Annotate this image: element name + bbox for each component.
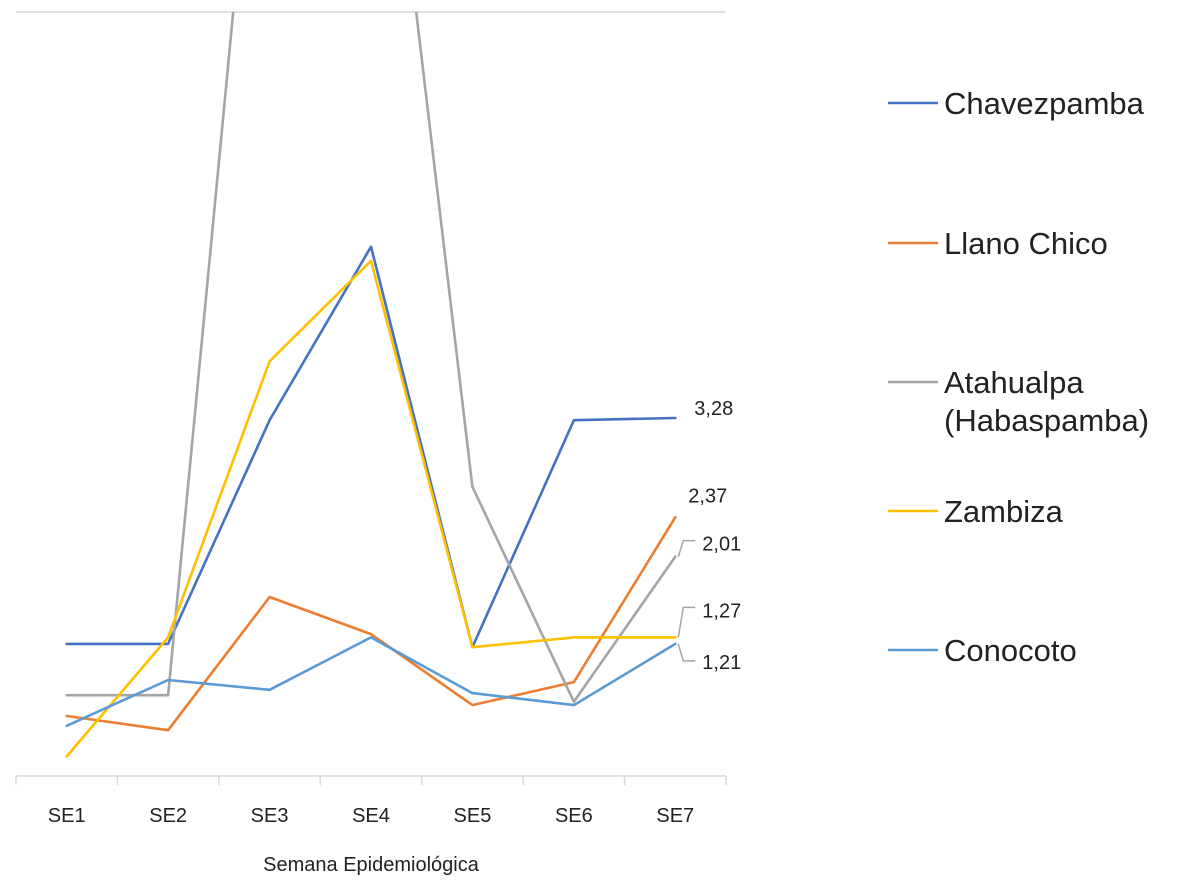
- legend: Chavezpamba Llano Chico Atahualpa (Habaspam…: [888, 86, 1149, 668]
- data-label-chavezpamba: 3,28: [694, 398, 733, 420]
- legend-label-llano-chico: Llano Chico: [944, 226, 1108, 261]
- data-labels: 3,28 2,37 2,01 1,27 1,21: [688, 398, 741, 674]
- series-lines: [65, 12, 677, 758]
- data-label-llano-chico: 2,37: [688, 485, 727, 507]
- x-tick-label-se1: SE1: [48, 805, 86, 827]
- series-line-llano-chico: [65, 515, 677, 732]
- x-tick-label-se5: SE5: [454, 805, 492, 827]
- legend-label-chavezpamba: Chavezpamba: [944, 86, 1145, 121]
- legend-label-zambiza: Zambiza: [944, 494, 1064, 529]
- data-label-leader: [677, 643, 696, 662]
- series-line-zambiza: [65, 259, 677, 758]
- x-tick-label-se2: SE2: [149, 805, 187, 827]
- data-label-leader: [677, 606, 696, 638]
- x-tick-label-se3: SE3: [251, 805, 289, 827]
- legend-item-conocoto: Conocoto: [888, 633, 1077, 668]
- legend-item-llano-chico: Llano Chico: [888, 226, 1108, 261]
- legend-item-atahualpa-habaspamba: Atahualpa (Habaspamba): [888, 365, 1149, 438]
- x-tick-label-se4: SE4: [352, 805, 390, 827]
- series-line-chavezpamba: [65, 245, 677, 649]
- data-label-leader: [677, 539, 696, 557]
- legend-label-conocoto: Conocoto: [944, 633, 1077, 668]
- data-label-zambiza: 1,27: [702, 600, 741, 622]
- x-axis-title: Semana Epidemiológica: [263, 854, 480, 876]
- x-tick-label-se7: SE7: [656, 805, 694, 827]
- data-label-atahualpa-habaspamba: 2,01: [702, 534, 741, 556]
- data-label-leaders: [677, 539, 696, 662]
- data-label-conocoto: 1,21: [702, 652, 741, 674]
- x-tick-label-se6: SE6: [555, 805, 593, 827]
- legend-item-chavezpamba: Chavezpamba: [888, 86, 1145, 121]
- x-axis-ticks: [15, 776, 727, 785]
- series-line-conocoto: [65, 636, 677, 728]
- legend-label-atahualpa-habaspamba: Atahualpa (Habaspamba): [944, 365, 1149, 438]
- x-axis-tick-labels: SE1 SE2 SE3 SE4 SE5 SE6 SE7: [48, 805, 694, 827]
- series-line-atahualpa-habaspamba: [65, 12, 677, 704]
- legend-item-zambiza: Zambiza: [888, 494, 1064, 529]
